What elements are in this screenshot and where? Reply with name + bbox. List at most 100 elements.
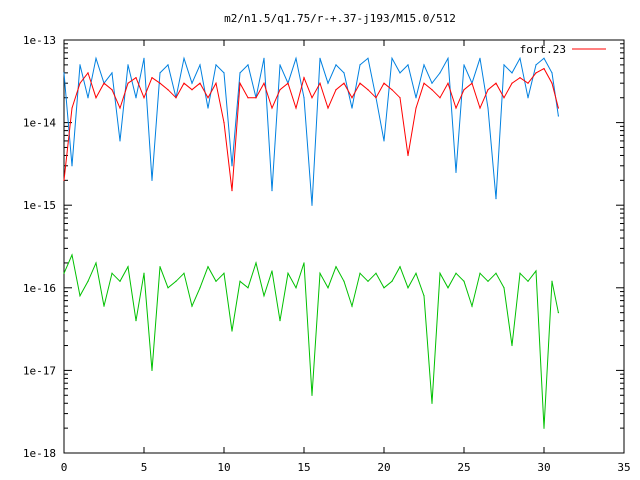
- data-point: [87, 280, 89, 282]
- data-point: [127, 82, 129, 84]
- data-point: [63, 272, 65, 274]
- data-point: [79, 82, 81, 84]
- data-point: [79, 295, 81, 297]
- data-point: [335, 89, 337, 91]
- data-point: [391, 89, 393, 91]
- data-point: [551, 280, 553, 282]
- data-point: [127, 64, 129, 66]
- data-point: [359, 272, 361, 274]
- data-point: [351, 97, 353, 99]
- data-point: [159, 266, 161, 268]
- data-point: [519, 272, 521, 274]
- data-point: [551, 82, 553, 84]
- data-point: [439, 72, 441, 74]
- data-point: [151, 179, 153, 181]
- data-point: [87, 97, 89, 99]
- data-point: [407, 154, 409, 157]
- data-point: [383, 82, 385, 84]
- data-point: [439, 272, 441, 274]
- data-point: [335, 266, 337, 268]
- data-point: [231, 330, 233, 332]
- data-point: [95, 57, 97, 59]
- data-point: [63, 72, 65, 74]
- data-point: [135, 77, 137, 79]
- data-point: [327, 287, 329, 289]
- data-point: [415, 97, 417, 99]
- x-tick-label: 35: [617, 461, 630, 474]
- data-point: [479, 272, 481, 274]
- data-point: [455, 272, 457, 274]
- data-point: [511, 72, 513, 74]
- series-line-2: [63, 253, 559, 429]
- data-point: [519, 77, 521, 79]
- data-point: [335, 64, 337, 66]
- data-point: [159, 72, 161, 74]
- plot-frame: [63, 39, 625, 454]
- data-point: [271, 190, 273, 192]
- data-point: [439, 97, 441, 99]
- data-point: [367, 280, 369, 282]
- data-point: [375, 97, 377, 99]
- data-point: [279, 64, 281, 66]
- data-point: [263, 57, 265, 59]
- data-point: [215, 64, 217, 66]
- y-tick-label: 1e-15: [23, 199, 56, 212]
- y-axis: 1e-13 1e-14 1e-15 1e-16 1e-17 1e-18: [23, 34, 624, 460]
- data-point: [311, 394, 313, 396]
- y-tick-label: 1e-17: [23, 364, 56, 377]
- data-point: [557, 107, 560, 109]
- y-tick-label: 1e-14: [23, 117, 56, 130]
- data-point: [111, 89, 113, 91]
- data-point: [207, 266, 209, 268]
- data-point: [407, 287, 409, 289]
- data-point: [535, 72, 537, 74]
- data-point: [391, 280, 393, 282]
- chart-title: m2/n1.5/q1.75/r-+.37-j193/M15.0/512: [224, 12, 456, 25]
- data-point: [239, 82, 241, 84]
- data-point: [543, 427, 545, 429]
- data-point: [471, 82, 473, 84]
- x-tick-label: 20: [377, 461, 390, 474]
- data-point: [431, 89, 433, 91]
- data-point: [175, 97, 177, 99]
- data-point: [119, 280, 121, 282]
- data-point: [415, 107, 417, 109]
- data-point: [383, 140, 385, 142]
- data-point: [199, 82, 201, 84]
- data-point: [383, 287, 385, 289]
- data-point: [367, 89, 369, 91]
- data-point: [71, 107, 73, 109]
- data-point: [119, 107, 121, 109]
- x-tick-label: 10: [217, 461, 230, 474]
- data-point: [119, 140, 121, 142]
- data-point: [199, 64, 201, 66]
- data-point: [71, 165, 73, 167]
- data-point: [479, 107, 481, 109]
- data-point: [135, 97, 137, 99]
- data-point: [327, 107, 329, 109]
- data-point: [351, 305, 353, 307]
- y-tick-label: 1e-18: [23, 447, 56, 460]
- data-point: [183, 272, 185, 274]
- x-tick-label: 0: [61, 461, 68, 474]
- data-point: [431, 82, 433, 84]
- data-point: [159, 82, 161, 84]
- data-point: [167, 287, 169, 289]
- data-point: [263, 82, 265, 84]
- data-point: [183, 57, 185, 59]
- data-point: [255, 262, 257, 264]
- data-point: [87, 72, 89, 74]
- data-point: [191, 82, 193, 84]
- data-point: [527, 280, 529, 282]
- data-point: [399, 266, 401, 268]
- data-point: [495, 272, 497, 274]
- data-point: [327, 82, 329, 84]
- data-point: [151, 77, 153, 79]
- data-point: [215, 280, 217, 282]
- data-point: [271, 107, 273, 109]
- data-point: [255, 97, 257, 99]
- data-point: [535, 64, 537, 66]
- data-point: [279, 320, 281, 322]
- data-point: [111, 272, 113, 274]
- data-point: [63, 179, 65, 181]
